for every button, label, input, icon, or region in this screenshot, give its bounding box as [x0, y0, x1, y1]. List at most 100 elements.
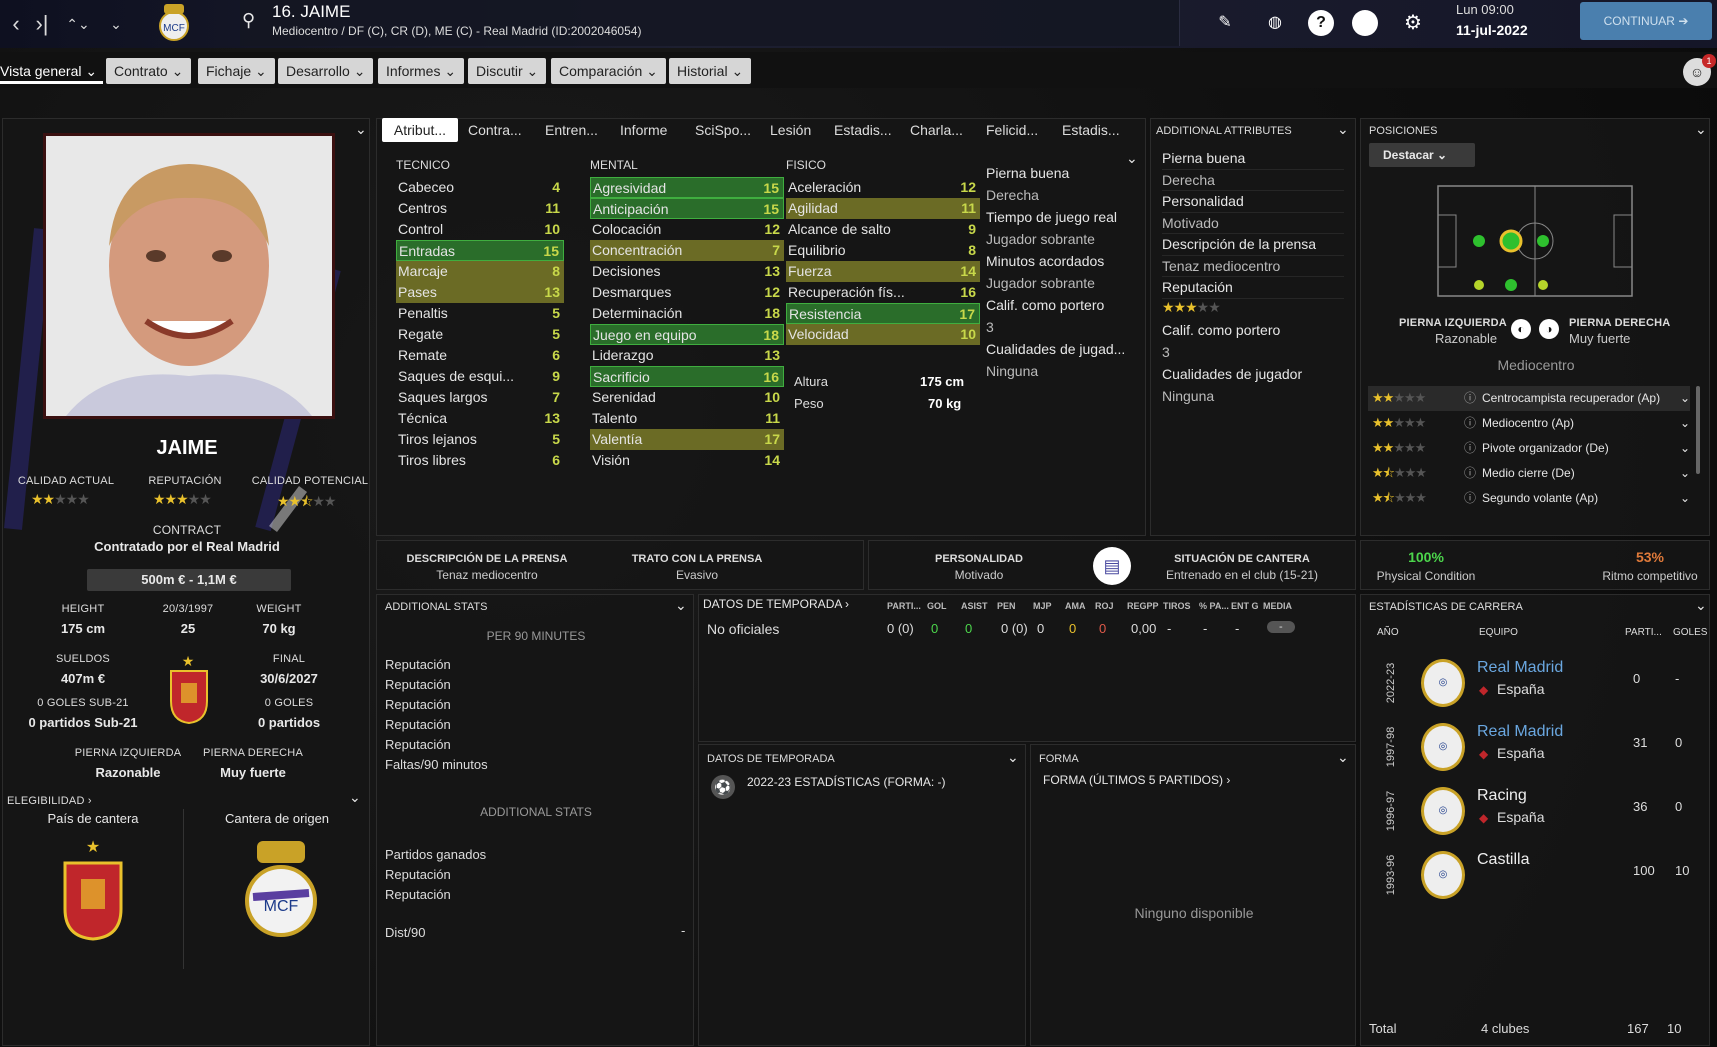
document-icon[interactable]: ▤ — [1093, 547, 1131, 585]
attribute-row[interactable]: Liderazgo 13 — [590, 345, 784, 366]
chevron-down-icon[interactable]: ⌄ — [1679, 441, 1690, 455]
tab-desarrollo[interactable]: Desarrollo ⌄ — [278, 58, 374, 84]
career-team[interactable]: Real Madrid — [1477, 723, 1564, 740]
gear-icon[interactable]: ⚙ — [1404, 12, 1422, 34]
career-team[interactable]: Real Madrid — [1477, 659, 1564, 676]
attribute-row[interactable]: Anticipación 15 — [590, 198, 784, 219]
tab-discutir[interactable]: Discutir ⌄ — [468, 58, 547, 84]
attribute-row[interactable]: Visión 14 — [590, 450, 784, 471]
role-row[interactable]: ★⯪★★★ ⓘ Medio cierre (De) ⌄ — [1368, 461, 1690, 486]
scrollbar[interactable] — [1696, 386, 1700, 474]
attribute-row[interactable]: Regate 5 — [396, 324, 564, 345]
tab-fichaje[interactable]: Fichaje ⌄ — [198, 58, 275, 84]
info-icon[interactable]: ⓘ — [1464, 441, 1477, 455]
subtab-estadisticas-2[interactable]: Estadis... — [1062, 122, 1120, 138]
attribute-row[interactable]: Decisiones 13 — [590, 261, 784, 282]
circle-icon[interactable] — [1352, 10, 1378, 36]
info-icon[interactable]: ⓘ — [1464, 466, 1477, 480]
globe-icon[interactable]: ◍ — [1268, 14, 1282, 31]
attribute-row[interactable]: Concentración 7 — [590, 240, 784, 261]
attribute-row[interactable]: Cabeceo 4 — [396, 177, 564, 198]
chevron-down-icon[interactable]: ⌄ — [1337, 121, 1349, 137]
career-row[interactable]: ◆ España 2022-23 ◎ Real Madrid 0 - — [1361, 651, 1711, 713]
attribute-row[interactable]: Serenidad 10 — [590, 387, 784, 408]
highlight-dropdown[interactable]: Destacar ⌄ — [1369, 143, 1475, 167]
attribute-row[interactable]: Control 10 — [396, 219, 564, 240]
subtab-scispo[interactable]: SciSpo... — [695, 122, 752, 138]
subtab-lesion[interactable]: Lesión — [770, 122, 812, 138]
role-row[interactable]: ★★★★★ ⓘ Centrocampista recuperador (Ap) ⌄ — [1368, 386, 1690, 411]
attribute-row[interactable]: Recuperación fís... 16 — [786, 282, 980, 303]
role-row[interactable]: ★★★★★ ⓘ Mediocentro (Ap) ⌄ — [1368, 411, 1690, 436]
attribute-row[interactable]: Alcance de salto 9 — [786, 219, 980, 240]
attribute-row[interactable]: Talento 11 — [590, 408, 784, 429]
attribute-row[interactable]: Agresividad 15 — [590, 177, 784, 198]
chevron-down-icon[interactable]: ⌄ — [1679, 491, 1690, 505]
attribute-row[interactable]: Fuerza 14 — [786, 261, 980, 282]
career-row[interactable]: ◆ España 1997-98 ◎ Real Madrid 31 0 — [1361, 715, 1711, 777]
subtab-charla[interactable]: Charla... — [910, 122, 963, 138]
subtab-atributos[interactable]: Atribut... — [382, 118, 458, 142]
attribute-row[interactable]: Equilibrio 8 — [786, 240, 980, 261]
chevron-down-icon[interactable]: ⌄ — [1679, 391, 1690, 405]
subtab-entrenamiento[interactable]: Entren... — [545, 122, 598, 138]
info-icon[interactable]: ⓘ — [1464, 491, 1477, 505]
help-icon[interactable]: ? — [1308, 10, 1334, 36]
edit-icon[interactable]: ✎ — [1218, 14, 1232, 31]
attribute-row[interactable]: Desmarques 12 — [590, 282, 784, 303]
chevron-down-icon[interactable]: ⌄ — [110, 16, 122, 32]
chevron-down-icon[interactable]: ⌄ — [675, 597, 687, 613]
attribute-row[interactable]: Centros 11 — [396, 198, 564, 219]
continue-button[interactable]: CONTINUAR ➔ — [1580, 2, 1712, 40]
career-row[interactable]: ◆ España 1996-97 ◎ Racing 36 0 — [1361, 779, 1711, 841]
chevron-down-icon[interactable]: ⌄ — [1337, 749, 1349, 765]
role-row[interactable]: ★★★★★ ⓘ Pivote organizador (De) ⌄ — [1368, 436, 1690, 461]
chevron-down-icon[interactable]: ⌄ — [1007, 749, 1019, 765]
chevron-down-icon[interactable]: ⌄ — [1695, 121, 1707, 137]
attribute-row[interactable]: Velocidad 10 — [786, 324, 980, 345]
tab-contrato[interactable]: Contrato ⌄ — [106, 58, 192, 84]
attribute-row[interactable]: Sacrificio 16 — [590, 366, 784, 387]
chevron-down-icon[interactable]: ⌄ — [1126, 150, 1138, 166]
chevron-down-icon[interactable]: ⌄ — [355, 121, 367, 137]
subtab-estadisticas[interactable]: Estadis... — [834, 122, 892, 138]
attribute-row[interactable]: Valentía 17 — [590, 429, 784, 450]
attribute-row[interactable]: Remate 6 — [396, 345, 564, 366]
attribute-row[interactable]: Pases 13 — [396, 282, 564, 303]
attribute-row[interactable]: Determinación 18 — [590, 303, 784, 324]
attribute-row[interactable]: Técnica 13 — [396, 408, 564, 429]
eligibility-link[interactable]: ELEGIBILIDAD › — [7, 795, 92, 807]
attribute-row[interactable]: Aceleración 12 — [786, 177, 980, 198]
chevron-down-icon[interactable]: ⌄ — [349, 789, 361, 805]
subtab-contrato[interactable]: Contra... — [468, 122, 522, 138]
career-row[interactable]: 1993-96 ◎ Castilla 100 10 — [1361, 843, 1711, 905]
subtab-informe[interactable]: Informe — [620, 122, 668, 138]
attribute-row[interactable]: Resistencia 17 — [786, 303, 980, 324]
search-icon[interactable]: ⚲ — [242, 10, 256, 30]
tab-vista-general[interactable]: Vista general ⌄ — [0, 58, 104, 84]
tab-historial[interactable]: Historial ⌄ — [669, 58, 752, 84]
chevron-down-icon[interactable]: ⌄ — [1679, 466, 1690, 480]
info-icon[interactable]: ⓘ — [1464, 416, 1477, 430]
attribute-row[interactable]: Juego en equipo 18 — [590, 324, 784, 345]
attribute-row[interactable]: Colocación 12 — [590, 219, 784, 240]
attribute-row[interactable]: Penaltis 5 — [396, 303, 564, 324]
attribute-row[interactable]: Entradas 15 — [396, 240, 564, 261]
chevron-down-icon[interactable]: ⌄ — [1679, 416, 1690, 430]
attribute-row[interactable]: Agilidad 11 — [786, 198, 980, 219]
attribute-row[interactable]: Saques largos 7 — [396, 387, 564, 408]
chevron-down-icon[interactable]: ⌄ — [1695, 597, 1707, 613]
tab-comparacion[interactable]: Comparación ⌄ — [551, 58, 666, 84]
subtab-felicidad[interactable]: Felicid... — [986, 122, 1039, 138]
club-crest-icon[interactable]: MCF — [156, 2, 192, 44]
role-row[interactable]: ★⯪★★★ ⓘ Segundo volante (Ap) ⌄ — [1368, 486, 1690, 511]
back-icon[interactable]: ‹ — [12, 11, 20, 36]
attribute-row[interactable]: Tiros lejanos 5 — [396, 429, 564, 450]
attribute-row[interactable]: Marcaje 8 — [396, 261, 564, 282]
attribute-row[interactable]: Saques de esqui... 9 — [396, 366, 564, 387]
info-icon[interactable]: ⓘ — [1464, 391, 1477, 405]
forward-icon[interactable]: ›| — [35, 11, 49, 36]
season-stats-link[interactable]: DATOS DE TEMPORADA › — [703, 597, 850, 611]
tab-informes[interactable]: Informes ⌄ — [378, 58, 465, 84]
up-down-icon[interactable]: ⌃⌄ — [66, 16, 90, 32]
